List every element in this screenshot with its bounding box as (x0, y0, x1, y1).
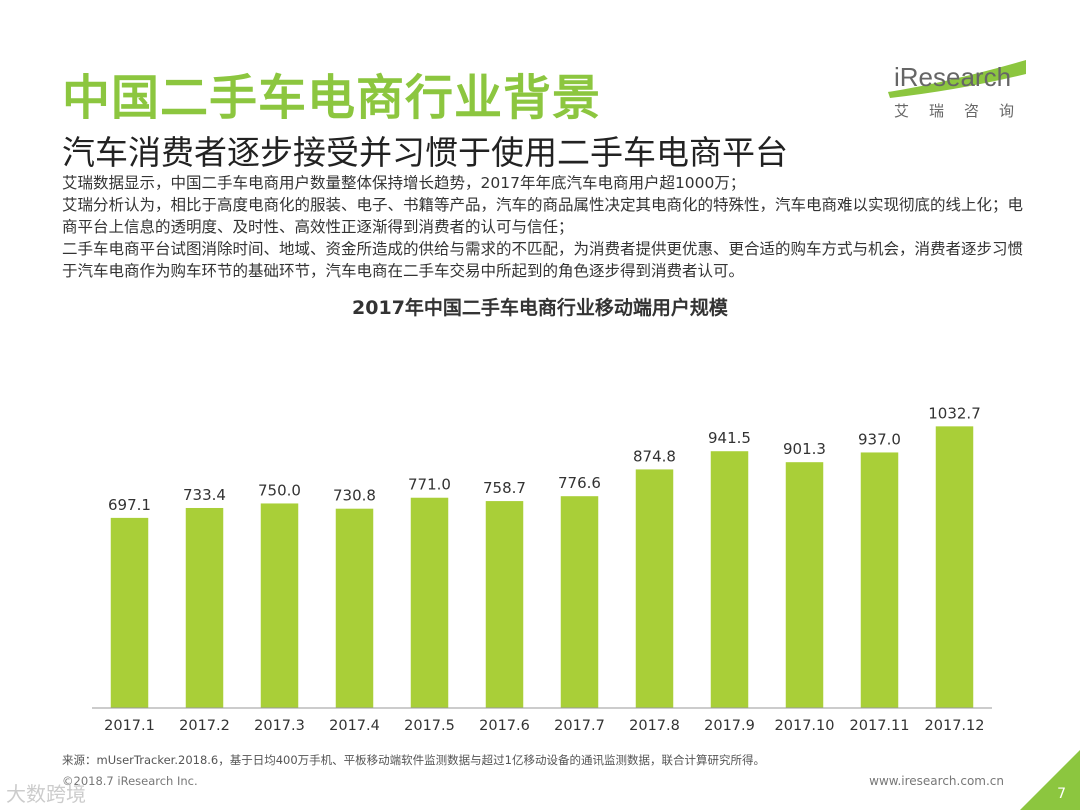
bar-2017.9 (710, 451, 749, 708)
value-label: 750.0 (258, 481, 301, 499)
value-label: 758.7 (483, 479, 526, 497)
page-subtitle: 汽车消费者逐步接受并习惯于使用二手车电商平台 (62, 133, 788, 172)
value-label: 730.8 (333, 487, 376, 505)
category-label: 2017.6 (479, 718, 530, 734)
category-label: 2017.5 (404, 718, 455, 734)
category-label: 2017.7 (554, 718, 605, 734)
bar-2017.3 (260, 503, 299, 708)
category-label: 2017.9 (704, 718, 755, 734)
bar-2017.8 (635, 469, 674, 708)
bar-2017.10 (785, 462, 824, 708)
watermark: 大数跨境 (6, 782, 86, 806)
category-label: 2017.8 (629, 718, 680, 734)
bar-2017.11 (860, 452, 899, 708)
body-text: 艾瑞数据显示，中国二手车电商用户数量整体保持增长趋势，2017年年底汽车电商用户… (62, 172, 1032, 282)
value-label: 937.0 (858, 430, 901, 448)
body-paragraph: 艾瑞数据显示，中国二手车电商用户数量整体保持增长趋势，2017年年底汽车电商用户… (62, 174, 746, 192)
value-label: 733.4 (183, 486, 226, 504)
category-label: 2017.3 (254, 718, 305, 734)
body-paragraph: 艾瑞分析认为，相比于高度电商化的服装、电子、书籍等产品，汽车的商品属性决定其电商… (62, 196, 1024, 236)
logo-swoosh-icon (888, 60, 1026, 98)
category-label: 2017.4 (329, 718, 380, 734)
value-label: 941.5 (708, 429, 751, 447)
copyright: ©2018.7 iResearch Inc. (62, 774, 198, 788)
corner-triangle-icon (1020, 750, 1080, 810)
value-label: 771.0 (408, 476, 451, 494)
value-label: 697.1 (108, 496, 151, 514)
bar-2017.4 (335, 508, 374, 708)
category-label: 2017.12 (925, 718, 985, 734)
page-number: 7 (1057, 786, 1066, 802)
chart-title: 2017年中国二手车电商行业移动端用户规模 (352, 296, 729, 319)
value-label: 776.6 (558, 474, 601, 492)
body-paragraph: 二手车电商平台试图消除时间、地域、资金所造成的供给与需求的不匹配，为消费者提供更… (62, 240, 1024, 280)
page-title: 中国二手车电商行业背景 (62, 70, 602, 126)
bar-2017.1 (110, 517, 149, 708)
bar-2017.6 (485, 501, 524, 708)
category-label: 2017.11 (850, 718, 910, 734)
bar-2017.7 (560, 496, 599, 708)
category-label: 2017.1 (104, 718, 155, 734)
bar-2017.5 (410, 497, 449, 708)
bar-2017.2 (185, 507, 224, 708)
source-note: 来源：mUserTracker.2018.6，基于日均400万手机、平板移动端软… (62, 753, 765, 767)
value-label: 901.3 (783, 440, 826, 458)
category-label: 2017.2 (179, 718, 230, 734)
iresearch-logo: iResearch 艾瑞咨询 (880, 56, 1030, 126)
value-label: 1032.7 (928, 404, 981, 422)
website-url: www.iresearch.com.cn (869, 774, 1004, 788)
logo-wordmark: iResearch (894, 62, 1012, 92)
value-label: 874.8 (633, 447, 676, 465)
logo-chinese-name: 艾瑞咨询 (894, 102, 1035, 120)
category-label: 2017.10 (775, 718, 835, 734)
bar-chart: 2017年中国二手车电商行业移动端用户规模 697.1 2017.1 733.4 20… (92, 296, 992, 734)
bar-2017.12 (935, 426, 974, 708)
